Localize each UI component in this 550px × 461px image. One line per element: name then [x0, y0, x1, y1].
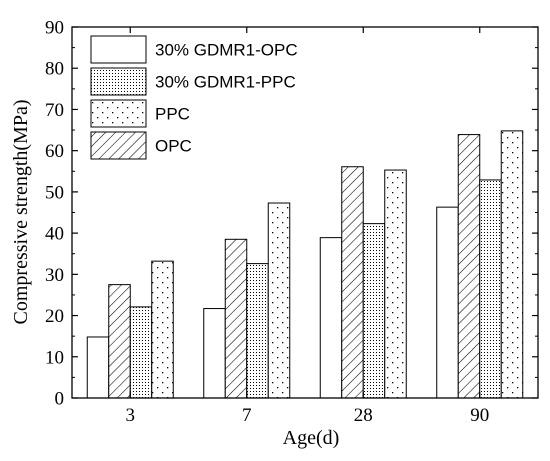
y-tick-label: 40	[45, 224, 64, 245]
legend-label: PPC	[155, 105, 190, 124]
x-tick-label: 3	[126, 405, 136, 426]
legend-label: 30% GDMR1-OPC	[155, 41, 298, 60]
legend-swatch	[90, 131, 147, 160]
bar-opc-age-7	[224, 238, 248, 399]
legend-label: OPC	[155, 137, 192, 156]
y-tick-label: 60	[45, 141, 64, 162]
y-tick-label: 10	[45, 347, 64, 368]
legend-swatch	[90, 35, 147, 64]
bar-opc-age-90	[457, 134, 481, 399]
bar-ppc-age-28	[384, 169, 407, 399]
legend-label: 30% GDMR1-PPC	[155, 73, 296, 92]
bar-opc-age-28	[341, 166, 364, 399]
x-tick-label: 90	[470, 405, 489, 426]
y-tick-label: 90	[45, 18, 64, 39]
y-tick-label: 30	[45, 265, 64, 286]
x-tick-label: 28	[354, 405, 373, 426]
x-axis-title: Age(d)	[283, 427, 340, 449]
y-tick-label: 0	[55, 389, 65, 410]
bar-30-gdmr1-opc-age-3	[86, 336, 110, 399]
y-tick-label: 80	[45, 59, 64, 80]
y-tick-label: 70	[45, 100, 64, 121]
bar-30-gdmr1-ppc-age-3	[129, 306, 153, 399]
x-tick-label: 7	[242, 405, 252, 426]
bar-30-gdmr1-ppc-age-90	[479, 179, 502, 399]
bar-ppc-age-3	[151, 260, 174, 399]
y-tick-label: 50	[45, 182, 64, 203]
y-tick-label: 20	[45, 306, 64, 327]
legend-swatch	[90, 99, 147, 128]
bar-ppc-age-7	[267, 202, 291, 399]
bar-30-gdmr1-opc-age-7	[203, 308, 226, 399]
bar-opc-age-3	[108, 284, 131, 399]
bar-30-gdmr1-ppc-age-28	[362, 223, 386, 399]
bar-30-gdmr1-opc-age-28	[319, 237, 343, 399]
bar-ppc-age-90	[500, 130, 524, 399]
legend-swatch	[90, 67, 147, 96]
bar-30-gdmr1-ppc-age-7	[246, 263, 269, 399]
y-axis-title: Compressive strength(MPa)	[10, 100, 32, 325]
bar-30-gdmr1-opc-age-90	[436, 206, 459, 399]
